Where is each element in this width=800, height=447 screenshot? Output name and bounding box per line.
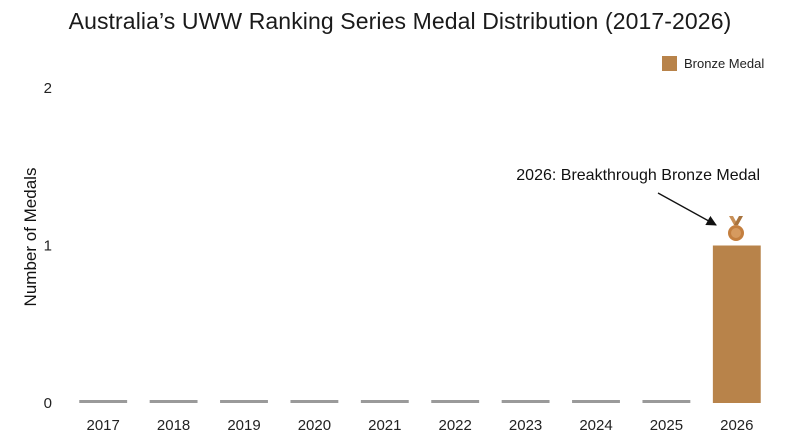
legend-label: Bronze Medal (684, 56, 764, 71)
legend-swatch (662, 56, 677, 71)
x-tick-label: 2024 (579, 417, 612, 434)
zero-bar-2018 (149, 400, 198, 403)
x-tick-label: 2020 (298, 417, 331, 434)
bar-2026 (712, 245, 761, 403)
chart-title: Australia’s UWW Ranking Series Medal Dis… (68, 8, 732, 34)
zero-bar-2023 (501, 400, 550, 403)
x-tick-label: 2017 (87, 417, 120, 434)
zero-bar-2025 (642, 400, 691, 403)
x-tick-label: 2022 (439, 417, 472, 434)
y-axis-label: Number of Medals (21, 168, 40, 307)
zero-bar-2022 (431, 400, 480, 403)
x-tick-label: 2025 (650, 417, 683, 434)
zero-bar-2021 (360, 400, 409, 403)
y-tick-label: 1 (44, 238, 52, 255)
x-tick-label: 2018 (157, 417, 190, 434)
medal-icon (728, 216, 744, 241)
x-tick-label: 2019 (227, 417, 260, 434)
annotation-text: 2026: Breakthrough Bronze Medal (516, 167, 760, 184)
zero-bar-2017 (79, 400, 128, 403)
annotation-arrow (657, 192, 717, 226)
y-tick-label: 0 (44, 395, 52, 412)
annotation: 2026: Breakthrough Bronze Medal (516, 167, 760, 241)
legend: Bronze Medal (662, 56, 764, 71)
x-tick-label: 2026 (720, 417, 753, 434)
zero-bar-2020 (290, 400, 339, 403)
zero-bar-2019 (220, 400, 268, 403)
zero-bar-2024 (572, 400, 620, 403)
x-tick-label: 2021 (368, 417, 401, 434)
y-tick-label: 2 (44, 80, 52, 97)
x-tick-label: 2023 (509, 417, 542, 434)
